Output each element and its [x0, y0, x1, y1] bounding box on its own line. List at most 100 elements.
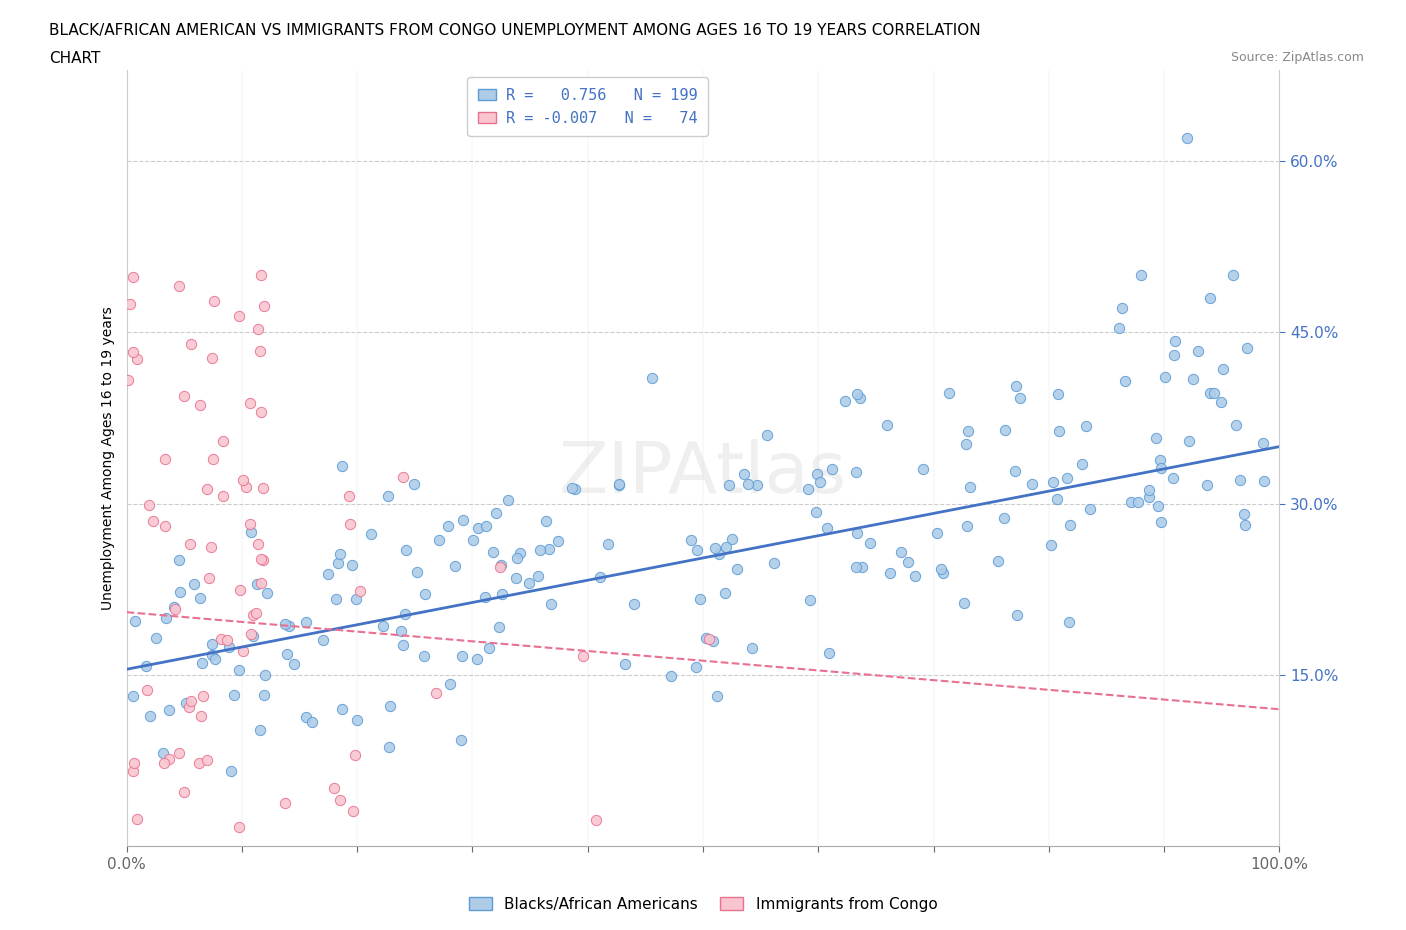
Point: [125, 352, 148, 366]
Point: [797, 481, 820, 496]
Point: [121, 270, 143, 285]
Point: [1137, 483, 1160, 498]
Point: [190, 709, 212, 724]
Point: [242, 608, 264, 623]
Point: [246, 577, 269, 591]
Point: [312, 632, 335, 647]
Point: [253, 668, 276, 683]
Point: [295, 710, 318, 724]
Point: [153, 519, 176, 534]
Point: [685, 659, 707, 674]
Point: [360, 526, 382, 541]
Point: [1047, 387, 1070, 402]
Point: [228, 309, 250, 324]
Point: [249, 576, 271, 591]
Point: [1212, 362, 1234, 377]
Point: [491, 587, 513, 602]
Point: [342, 804, 364, 818]
Point: [339, 517, 361, 532]
Point: [155, 452, 177, 467]
Point: [326, 555, 349, 570]
Point: [325, 591, 347, 606]
Point: [204, 652, 226, 667]
Point: [135, 658, 157, 673]
Legend: Blacks/African Americans, Immigrants from Congo: Blacks/African Americans, Immigrants fro…: [463, 890, 943, 918]
Point: [1149, 453, 1171, 468]
Point: [686, 542, 709, 557]
Point: [709, 547, 731, 562]
Point: [475, 518, 498, 533]
Point: [165, 602, 187, 617]
Point: [1144, 431, 1167, 445]
Point: [1253, 473, 1275, 488]
Point: [496, 493, 519, 508]
Point: [571, 648, 593, 663]
Point: [121, 345, 143, 360]
Point: [540, 596, 562, 611]
Point: [596, 537, 619, 551]
Point: [136, 683, 159, 698]
Point: [155, 611, 177, 626]
Point: [274, 617, 297, 631]
Point: [124, 613, 146, 628]
Point: [478, 640, 501, 655]
Point: [876, 418, 898, 432]
Point: [222, 687, 245, 702]
Point: [122, 689, 145, 704]
Point: [242, 628, 264, 643]
Point: [127, 811, 149, 826]
Point: [699, 632, 721, 647]
Point: [1163, 348, 1185, 363]
Point: [451, 648, 474, 663]
Point: [1150, 460, 1173, 475]
Point: [1059, 517, 1081, 532]
Point: [925, 525, 948, 540]
Point: [188, 591, 211, 605]
Point: [138, 498, 160, 512]
Point: [890, 544, 912, 559]
Point: [391, 637, 413, 652]
Point: [488, 620, 510, 635]
Point: [1130, 268, 1153, 283]
Point: [529, 542, 551, 557]
Point: [1209, 394, 1232, 409]
Point: [762, 555, 785, 570]
Point: [745, 477, 768, 492]
Point: [527, 568, 550, 583]
Point: [256, 585, 278, 600]
Point: [117, 373, 139, 388]
Point: [987, 553, 1010, 568]
Point: [450, 732, 472, 747]
Point: [202, 452, 225, 467]
Point: [1225, 418, 1247, 432]
Point: [1042, 474, 1064, 489]
Point: [714, 539, 737, 554]
Point: [537, 541, 560, 556]
Point: [725, 562, 748, 577]
Legend: R =   0.756   N = 199, R = -0.007   N =   74: R = 0.756 N = 199, R = -0.007 N = 74: [467, 77, 709, 137]
Point: [931, 562, 953, 577]
Point: [190, 656, 212, 671]
Point: [1161, 471, 1184, 485]
Point: [585, 812, 607, 827]
Point: [152, 746, 174, 761]
Point: [561, 481, 583, 496]
Point: [252, 480, 274, 495]
Text: Source: ZipAtlas.com: Source: ZipAtlas.com: [1230, 51, 1364, 64]
Point: [145, 631, 167, 645]
Point: [952, 595, 974, 610]
Point: [200, 539, 222, 554]
Point: [183, 577, 205, 591]
Point: [1150, 515, 1173, 530]
Point: [1139, 490, 1161, 505]
Point: [235, 479, 257, 494]
Point: [1198, 385, 1220, 400]
Point: [436, 519, 458, 534]
Point: [180, 693, 202, 708]
Point: [505, 570, 527, 585]
Point: [212, 433, 235, 448]
Point: [938, 385, 960, 400]
Point: [329, 547, 352, 562]
Point: [641, 370, 664, 385]
Point: [1021, 476, 1043, 491]
